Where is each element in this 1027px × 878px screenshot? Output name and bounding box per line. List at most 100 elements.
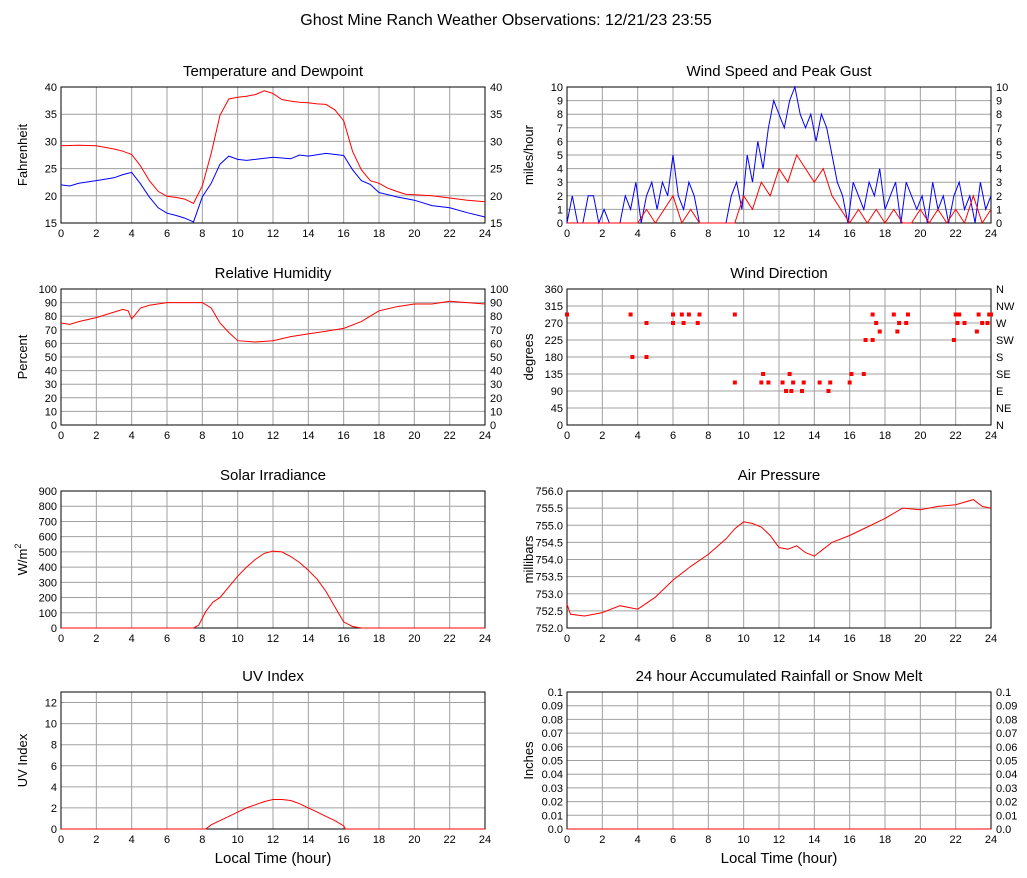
y-axis-label-text: UV Index <box>15 733 30 787</box>
y-tick-label: 6 <box>557 136 563 148</box>
direction-point <box>695 321 700 325</box>
y-tick-label: 756.0 <box>535 486 563 498</box>
y-right-tick-label: 0.06 <box>996 742 1017 754</box>
x-tick-label: 2 <box>599 228 605 240</box>
y-tick-label: 0.03 <box>542 783 563 795</box>
y-tick-label: 753.0 <box>535 589 563 601</box>
y-tick-label: 3 <box>557 177 563 189</box>
direction-point <box>955 321 960 325</box>
chart-title: UV Index <box>242 668 304 685</box>
x-tick-label: 6 <box>164 430 170 442</box>
y-axis-label-text: degrees <box>521 333 536 380</box>
x-tick-label: 22 <box>444 633 456 645</box>
y-right-tick-label: 0.04 <box>996 769 1017 781</box>
y-right-tick-label: 4 <box>996 164 1002 176</box>
y-tick-label: 0.02 <box>542 797 563 809</box>
x-tick-label: 22 <box>950 834 962 846</box>
x-tick-label: 0 <box>564 633 570 645</box>
x-tick-label: 24 <box>479 834 491 846</box>
x-tick-label: 4 <box>635 228 641 240</box>
direction-point <box>789 389 794 393</box>
y-right-tick-label: 20 <box>490 191 502 203</box>
direction-point <box>976 312 981 317</box>
x-tick-label: 16 <box>844 633 856 645</box>
y-right-tick-label: NW <box>996 301 1015 313</box>
x-tick-label: 8 <box>199 430 205 442</box>
x-tick-label: 12 <box>773 834 785 846</box>
y-right-tick-label: 0 <box>490 420 496 432</box>
y-axis-label: degrees <box>521 333 536 380</box>
x-tick-label: 10 <box>232 228 244 240</box>
y-tick-label: 360 <box>545 284 563 296</box>
y-tick-label: 0 <box>557 218 563 230</box>
y-right-tick-label: 10 <box>490 406 502 418</box>
y-tick-label: 1 <box>557 204 563 216</box>
y-right-tick-label: 100 <box>490 284 508 296</box>
direction-point <box>897 321 902 325</box>
x-tick-label: 2 <box>599 430 605 442</box>
x-tick-label: 10 <box>232 834 244 846</box>
x-tick-label: 8 <box>705 834 711 846</box>
y-right-tick-label: 5 <box>996 150 1002 162</box>
x-tick-label: 16 <box>338 834 350 846</box>
x-tick-label: 22 <box>950 228 962 240</box>
x-tick-label: 20 <box>914 430 926 442</box>
y-tick-label: 700 <box>39 516 57 528</box>
direction-point <box>799 389 804 393</box>
x-tick-label: 10 <box>232 633 244 645</box>
y-tick-label: 754.5 <box>535 537 563 549</box>
direction-point <box>849 372 854 376</box>
x-tick-label: 10 <box>738 834 750 846</box>
x-tick-label: 10 <box>738 430 750 442</box>
x-tick-label: 18 <box>879 633 891 645</box>
x-tick-label: 22 <box>444 228 456 240</box>
y-right-tick-label: 0.01 <box>996 810 1017 822</box>
y-right-tick-label: 0.1 <box>996 687 1011 699</box>
y-tick-label: 90 <box>45 298 57 310</box>
direction-point <box>957 312 962 317</box>
y-tick-label: 315 <box>545 301 563 313</box>
y-tick-label: 500 <box>39 547 57 559</box>
y-tick-label: 8 <box>557 109 563 121</box>
y-tick-label: 225 <box>545 335 563 347</box>
x-tick-label: 0 <box>58 633 64 645</box>
series-line-0 <box>61 550 485 629</box>
x-tick-label: 16 <box>338 633 350 645</box>
x-tick-label: 16 <box>338 228 350 240</box>
plot-frame <box>60 288 486 426</box>
x-tick-label: 20 <box>914 834 926 846</box>
direction-point <box>870 338 875 342</box>
y-axis-label: miles/hour <box>521 124 536 185</box>
x-tick-label: 14 <box>302 228 314 240</box>
direction-point <box>828 380 833 385</box>
direction-point <box>974 329 979 334</box>
x-tick-label: 6 <box>670 633 676 645</box>
direction-point <box>953 312 958 317</box>
x-tick-label: 18 <box>879 228 891 240</box>
y-tick-label: 0.06 <box>542 742 563 754</box>
x-tick-label: 22 <box>950 430 962 442</box>
y-tick-label: 45 <box>551 403 563 415</box>
y-axis-label-text: miles/hour <box>521 124 536 185</box>
direction-point <box>801 380 806 385</box>
series-line-1 <box>567 153 992 225</box>
y-tick-label: 7 <box>557 123 563 135</box>
y-right-tick-label: 50 <box>490 352 502 364</box>
y-tick-label: 80 <box>45 311 57 323</box>
chart-solar: Solar Irradiance010020030040050060070080… <box>13 467 491 645</box>
x-tick-label: 4 <box>129 430 135 442</box>
x-tick-label: 18 <box>373 430 385 442</box>
y-tick-label: 755.5 <box>535 503 563 515</box>
y-tick-label: 10 <box>551 82 563 94</box>
y-tick-label: 30 <box>45 379 57 391</box>
y-right-tick-label: 6 <box>996 136 1002 148</box>
plot-frame <box>566 288 992 426</box>
x-tick-label: 2 <box>599 834 605 846</box>
series-line-0 <box>60 300 486 343</box>
chart-title: Temperature and Dewpoint <box>183 63 364 80</box>
y-right-tick-label: 0.03 <box>996 783 1017 795</box>
y-axis-label-text: W/m <box>15 549 30 576</box>
y-right-tick-label: 15 <box>490 218 502 230</box>
x-tick-label: 6 <box>164 633 170 645</box>
